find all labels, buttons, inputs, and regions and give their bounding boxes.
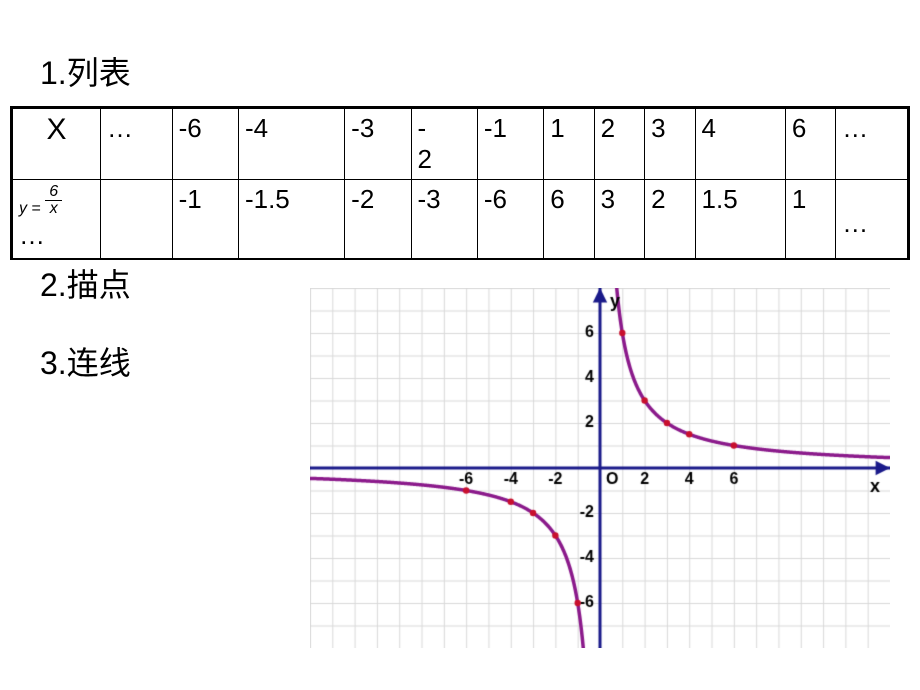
- hyperbola-chart: [310, 288, 890, 653]
- table-cell-x: -6: [172, 109, 238, 180]
- value-table: X…-6-4-3-2-112346…y = 6x…-1-1.5-2-3-6632…: [10, 106, 910, 260]
- table-cell-y: 1: [785, 180, 835, 260]
- step-3-label: 3.连线: [40, 338, 131, 384]
- table-cell-y: -1: [172, 180, 238, 260]
- table-cell-x: 1: [544, 109, 594, 180]
- table-cell-x: 2: [594, 109, 644, 180]
- table-cell-y: 3: [594, 180, 644, 260]
- table-header-formula: y = 6x…: [13, 180, 101, 260]
- table-cell-x: 6: [785, 109, 835, 180]
- table-cell-y: 6: [544, 180, 594, 260]
- table-cell-y: [101, 180, 173, 260]
- table-cell-x: -1: [477, 109, 543, 180]
- table-header-x: X: [13, 109, 101, 180]
- table-cell-y: 2: [645, 180, 695, 260]
- step-1-label: 1.列表: [40, 48, 131, 94]
- table-cell-y: 1.5: [695, 180, 785, 260]
- table-cell-y: -3: [411, 180, 477, 260]
- step-2-label: 2.描点: [40, 260, 131, 306]
- table-cell-x: …: [101, 109, 173, 180]
- chart-canvas: [310, 288, 890, 648]
- table-cell-y: …: [836, 180, 908, 260]
- table-cell-x: 3: [645, 109, 695, 180]
- table-cell-x: -3: [345, 109, 411, 180]
- table-cell-x: -4: [238, 109, 344, 180]
- table-cell-x: -2: [411, 109, 477, 180]
- table: X…-6-4-3-2-112346…y = 6x…-1-1.5-2-3-6632…: [12, 108, 908, 260]
- table-cell-x: 4: [695, 109, 785, 180]
- table-cell-x: …: [836, 109, 908, 180]
- table-cell-y: -6: [477, 180, 543, 260]
- table-cell-y: -2: [345, 180, 411, 260]
- table-cell-y: -1.5: [238, 180, 344, 260]
